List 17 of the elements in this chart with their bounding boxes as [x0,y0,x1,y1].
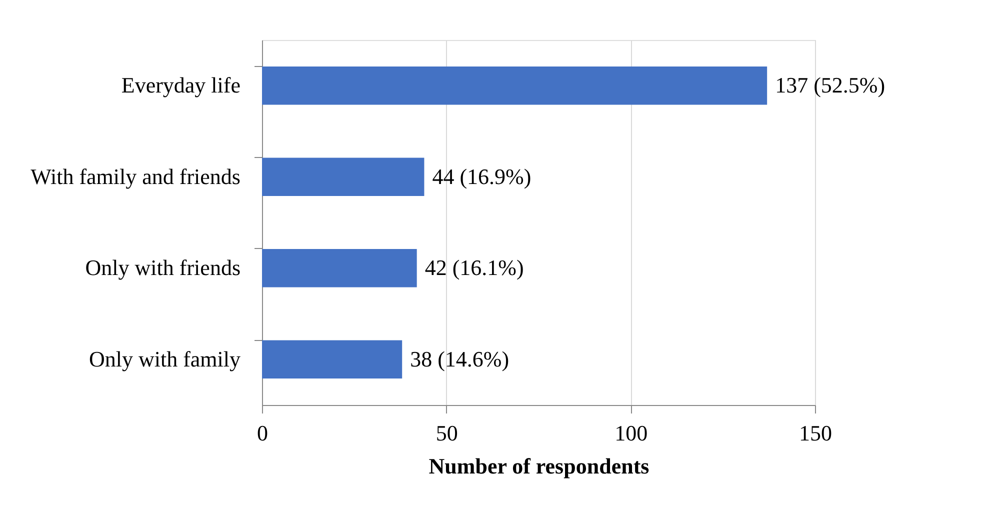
x-tick-label: 50 [436,420,458,446]
bar [262,158,424,196]
y-tick-label: Only with family [88,346,240,372]
x-tick-label: 100 [614,420,648,446]
y-tick-label: With family and friends [30,164,240,189]
data-label: 137 (52.5%) [775,72,886,98]
y-tick-label: Only with friends [85,255,240,280]
x-tick-label: 150 [799,420,832,446]
y-tick-label: Everyday life [121,72,240,98]
data-label: 44 (16.9%) [432,164,532,189]
bar [262,340,402,379]
bar [262,66,768,105]
data-label: 42 (16.1%) [424,255,524,280]
bar [262,248,417,288]
data-label: 38 (14.6%) [410,346,510,372]
x-tick-label: 0 [257,420,268,446]
x-axis-title: Number of respondents [428,454,650,478]
